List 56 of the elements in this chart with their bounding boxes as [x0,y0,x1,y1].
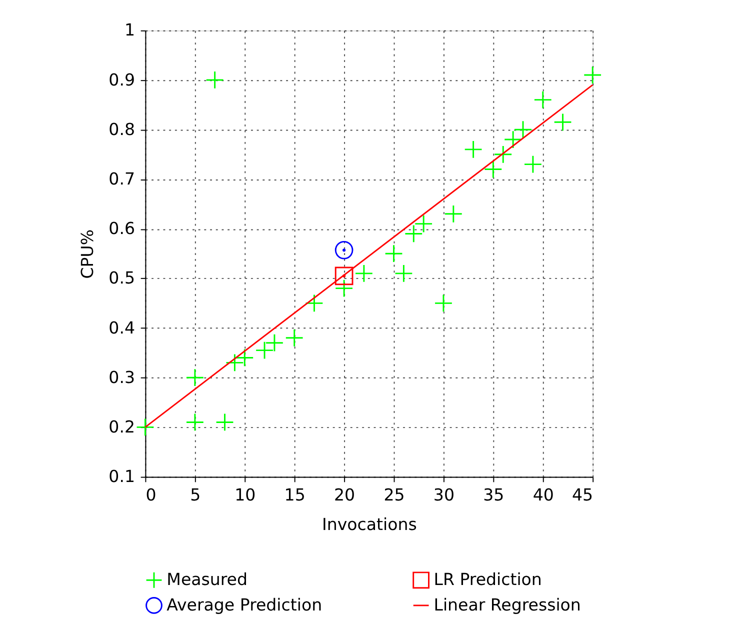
point [514,120,532,139]
point [334,240,354,260]
x-tick-label: 15 [284,486,306,505]
point [384,244,403,263]
point [494,145,512,164]
point [285,328,304,348]
y-tick-label: 0.3 [108,368,135,387]
point [255,341,274,360]
x-axis-title: Invocations [322,514,417,534]
point [216,413,234,432]
point [554,112,572,132]
y-tick-label: 0.1 [108,467,135,486]
y-tick-label: 0.4 [108,318,135,338]
point [206,70,224,90]
point [136,418,154,436]
point [265,334,284,352]
x-tick-label: 40 [532,486,554,505]
point [404,224,423,243]
point [484,160,502,178]
legend-label: Average Prediction [166,595,322,614]
point [464,140,482,159]
x-tick-label: 35 [483,486,504,505]
y-tick-label: 1 [124,20,135,40]
legend-label: Linear Regression [434,595,581,614]
point [534,90,552,109]
x-tick-label: 10 [234,486,256,505]
point [444,204,463,224]
point [354,264,374,283]
x-tick-label: 45 [572,486,594,505]
y-tick-label: 0.2 [108,418,135,437]
point [226,354,244,372]
x-tick-label: 20 [334,486,356,505]
point [583,66,602,84]
point [186,413,204,432]
y-tick-label: 0.7 [108,170,135,189]
x-tick-label: 30 [433,486,454,505]
point [524,155,542,174]
point [186,368,204,387]
y-tick-label: 0.5 [108,268,135,288]
y-tick-label: 0.6 [108,219,135,238]
legend-label: LR Prediction [434,570,542,590]
y-tick-label: 0.9 [108,70,135,90]
point [235,348,254,367]
point [334,279,354,298]
y-axis-title: CPU% [78,229,98,279]
y-tick-label: 0.8 [108,120,135,139]
point [334,266,354,286]
x-tick-label: 5 [190,486,201,505]
point [434,294,453,312]
point [394,264,413,283]
x-tick-label: 0 [146,486,156,505]
x-tick-label: 25 [384,486,405,505]
point [305,294,324,312]
point [414,214,433,233]
point [504,130,522,149]
legend-label: Measured [166,570,248,590]
